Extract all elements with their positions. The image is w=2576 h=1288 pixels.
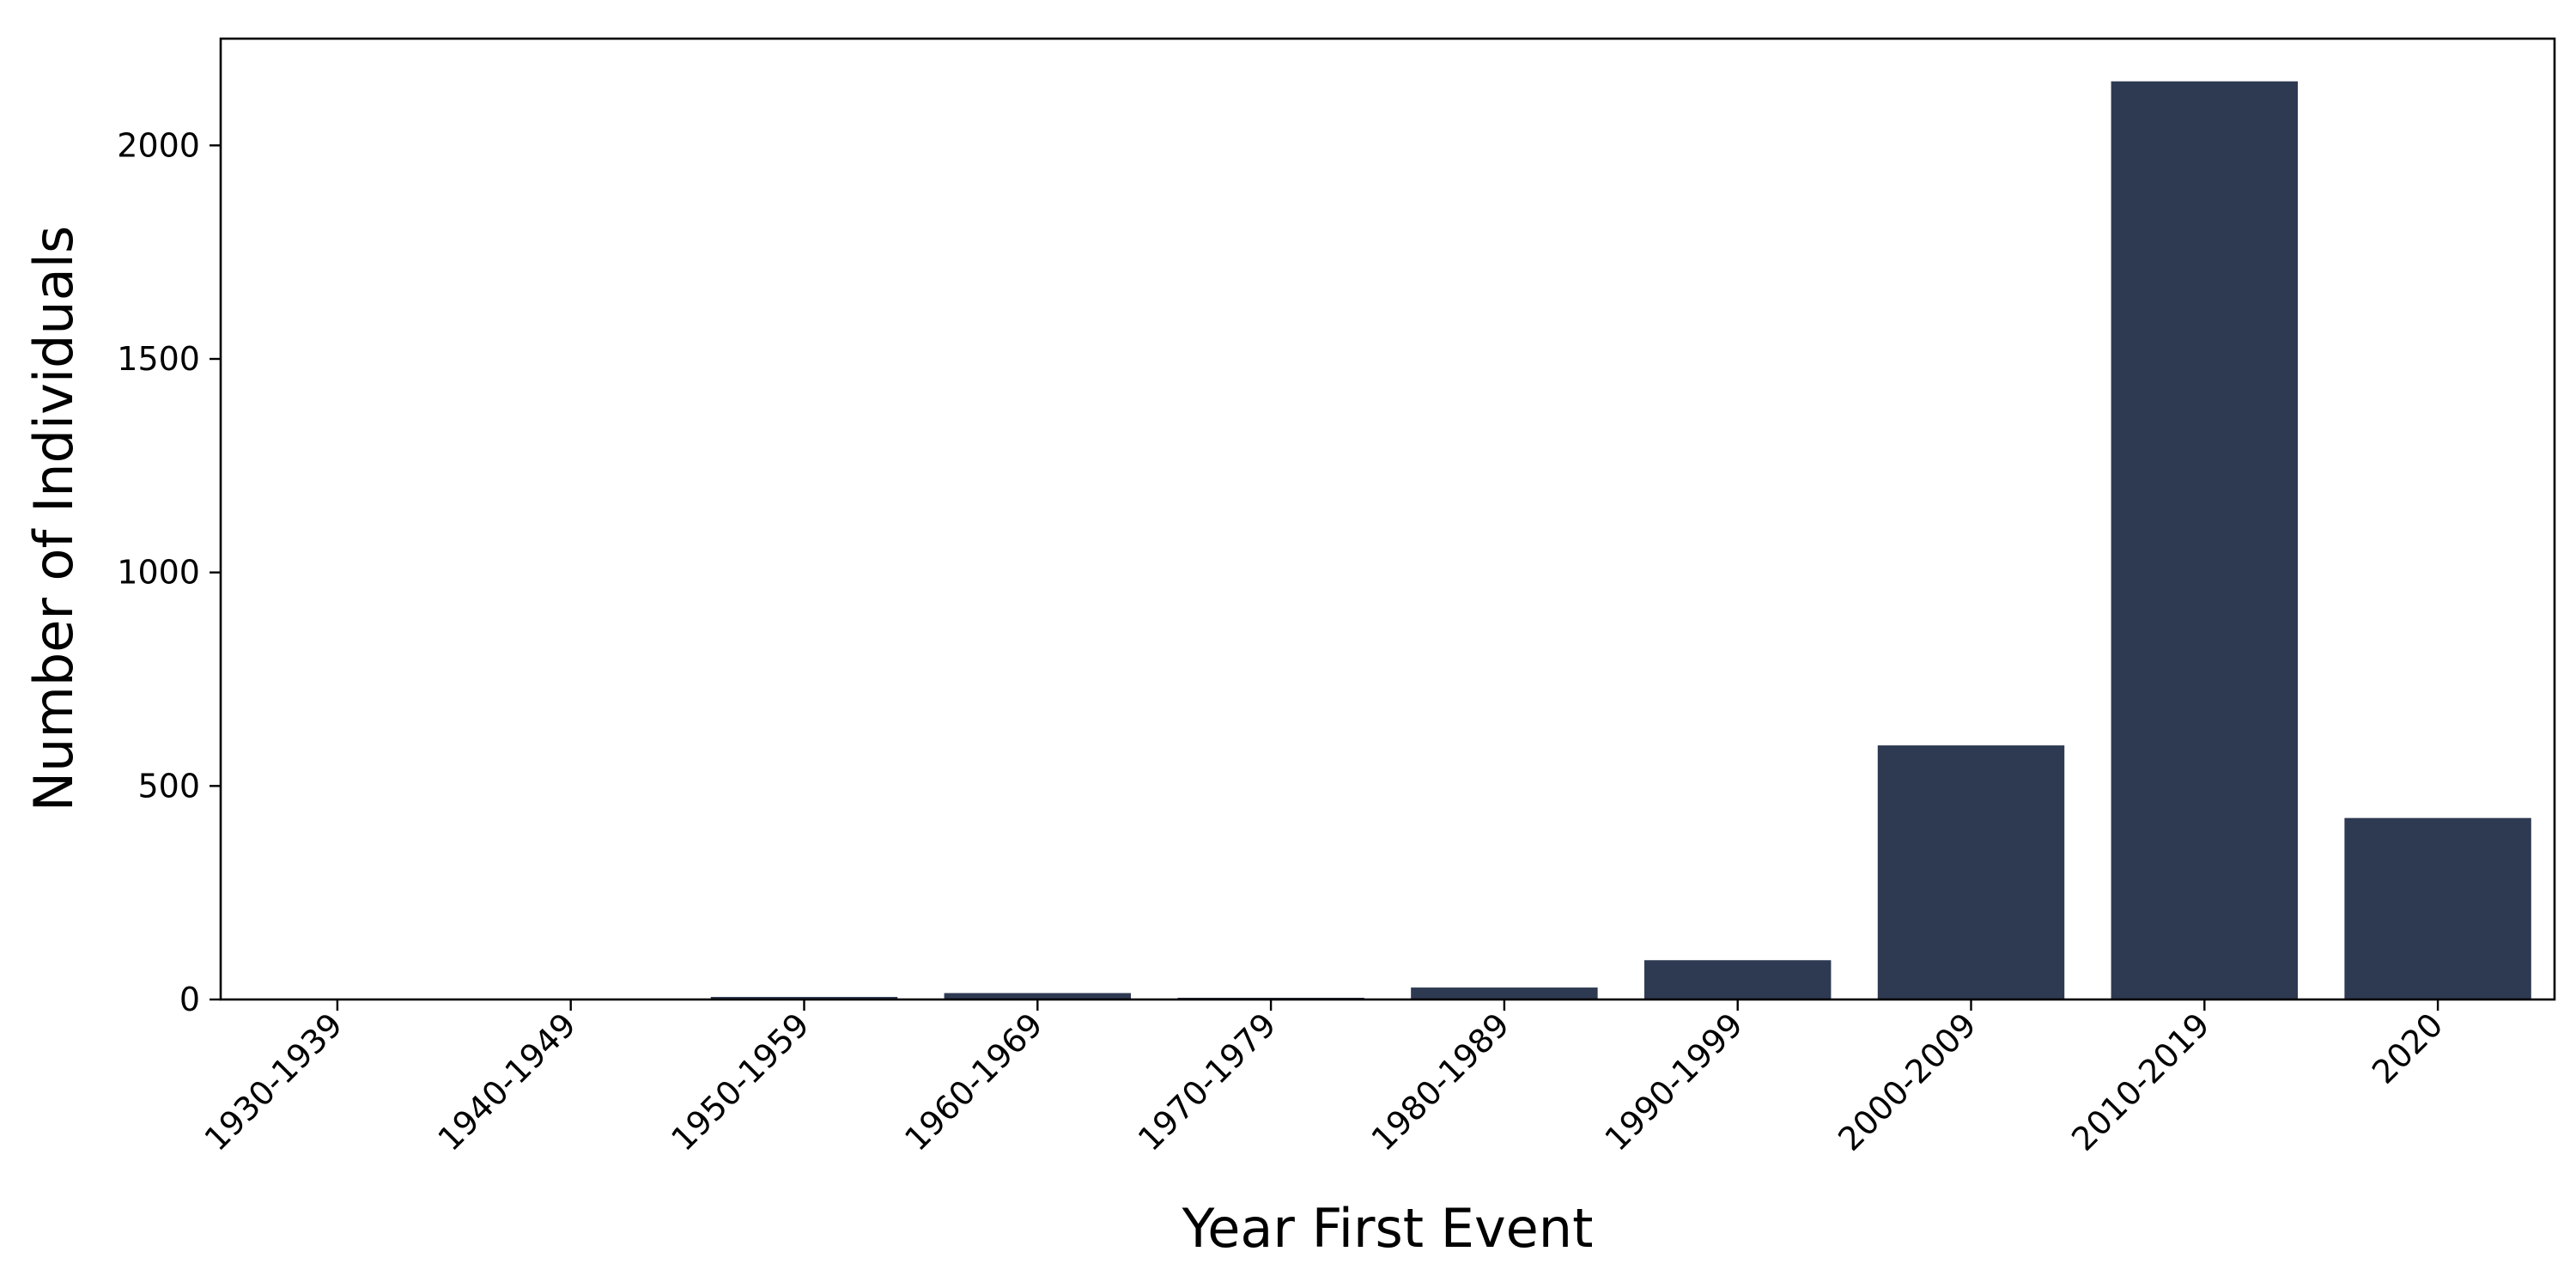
y-tick-label: 1500 (117, 340, 200, 378)
bar-1990-1999 (1643, 960, 1832, 999)
x-axis-ticks: 1930-1939 1940-1949 1950-1959 1960-1969 1970… (197, 999, 2451, 1158)
bar-2020 (2344, 817, 2531, 999)
x-tick-label: 1970-1979 (1131, 1005, 1284, 1158)
x-tick-label: 1940-1949 (430, 1005, 583, 1158)
x-axis-title: Year First Event (1182, 1197, 1594, 1260)
plot-frame (219, 37, 2556, 1001)
bar-1950-1959 (710, 997, 898, 999)
y-axis-title: Number of Individuals (22, 226, 85, 811)
x-tick-label: 2020 (2365, 1005, 2451, 1091)
x-tick-label: 2000-2009 (1831, 1005, 1984, 1158)
x-tick-label: 1930-1939 (197, 1005, 350, 1158)
bar-1960-1969 (944, 993, 1132, 999)
x-tick-label: 1990-1999 (1597, 1005, 1750, 1158)
bar-2010-2019 (2111, 81, 2299, 1000)
x-tick-label: 1980-1989 (1364, 1005, 1517, 1158)
y-tick-label: 500 (137, 767, 200, 805)
y-tick-label: 2000 (117, 126, 200, 164)
x-tick-label: 2010-2019 (2064, 1005, 2217, 1158)
x-tick-label: 1950-1959 (664, 1005, 817, 1158)
bars-layer (244, 81, 2531, 1000)
x-tick-label: 1960-1969 (897, 1005, 1050, 1158)
y-tick-label: 1000 (117, 554, 200, 592)
y-tick-label: 0 (179, 981, 200, 1018)
y-axis-ticks: 0 500 1000 1500 2000 (117, 126, 221, 1018)
bar-1980-1989 (1411, 987, 1598, 999)
bar-2000-2009 (1877, 745, 2065, 999)
